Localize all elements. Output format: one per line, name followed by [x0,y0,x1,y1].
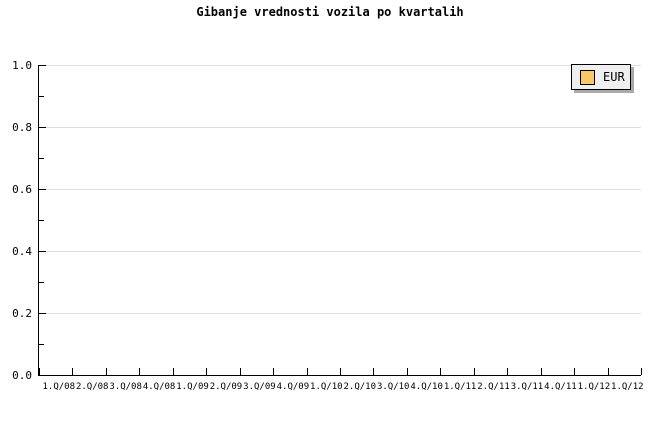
x-axis-tick [574,368,575,375]
x-axis-tick [541,368,542,375]
x-tick-label: 2.Q/08 [75,382,109,392]
chart-title: Gibanje vrednosti vozila po kvartalih [196,5,464,19]
x-tick-label: 1.Q/10 [310,382,343,392]
gridline [39,313,641,314]
x-tick-label: 3.Q/08 [109,382,142,392]
x-axis-tick [273,368,274,375]
gridline [39,65,641,66]
gridline [39,127,641,128]
y-axis-minor-tick [39,158,44,159]
x-axis-tick [139,368,140,375]
x-axis-tick [641,368,642,375]
y-tick-label: 0.0 [12,369,32,382]
y-tick-label: 0.4 [12,245,32,258]
y-axis-major-tick [39,251,46,252]
x-axis-tick [240,368,241,375]
x-axis-tick [373,368,374,375]
y-axis-minor-tick [39,220,44,221]
x-tick-label: 4.Q/10 [410,382,443,392]
x-tick-label: 1.Q/12 [611,382,644,392]
x-axis-tick [106,368,107,375]
y-tick-label: 0.8 [12,121,32,134]
legend-swatch-eur [580,69,595,85]
y-axis-major-tick [39,189,46,190]
y-axis-minor-tick [39,282,44,283]
x-axis-tick [440,368,441,375]
plot-area [38,65,642,376]
x-axis-tick [474,368,475,375]
x-tick-label: 2.Q/10 [343,382,377,392]
x-tick-label: 4.Q/08 [142,382,176,392]
y-axis-major-tick [39,65,46,66]
x-tick-label: 1.Q/11 [443,382,477,392]
x-axis-tick [206,368,207,375]
y-axis-major-tick [39,375,46,376]
y-axis-major-tick [39,313,46,314]
x-axis-tick [340,368,341,375]
x-axis-tick [72,368,73,375]
legend: EUR [571,64,631,90]
y-axis-minor-tick [39,96,44,97]
x-axis-tick [507,368,508,375]
x-tick-label: 3.Q/10 [376,382,410,392]
x-axis-tick [407,368,408,375]
x-tick-label: 1.Q/09 [176,382,209,392]
y-axis-major-tick [39,127,46,128]
gridline [39,251,641,252]
y-tick-label: 0.2 [12,307,32,320]
x-axis-tick [608,368,609,375]
legend-label-eur: EUR [603,69,625,84]
y-tick-label: 1.0 [12,59,32,72]
x-tick-label: 1.Q/08 [42,382,76,392]
y-axis-minor-tick [39,344,44,345]
x-tick-label: 4.Q/11 [544,382,577,392]
x-axis-tick [173,368,174,375]
x-tick-label: 3.Q/11 [510,382,544,392]
x-tick-label: 2.Q/11 [477,382,510,392]
gridline [39,189,641,190]
x-axis-tick [39,368,40,375]
y-tick-label: 0.6 [12,183,32,196]
x-axis-tick [307,368,308,375]
x-tick-label: 1.Q/12 [577,382,611,392]
x-tick-label: 2.Q/09 [209,382,243,392]
x-tick-label: 3.Q/09 [243,382,276,392]
x-tick-label: 4.Q/09 [276,382,310,392]
